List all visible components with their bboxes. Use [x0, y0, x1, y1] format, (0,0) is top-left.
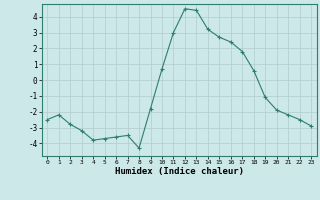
X-axis label: Humidex (Indice chaleur): Humidex (Indice chaleur): [115, 167, 244, 176]
